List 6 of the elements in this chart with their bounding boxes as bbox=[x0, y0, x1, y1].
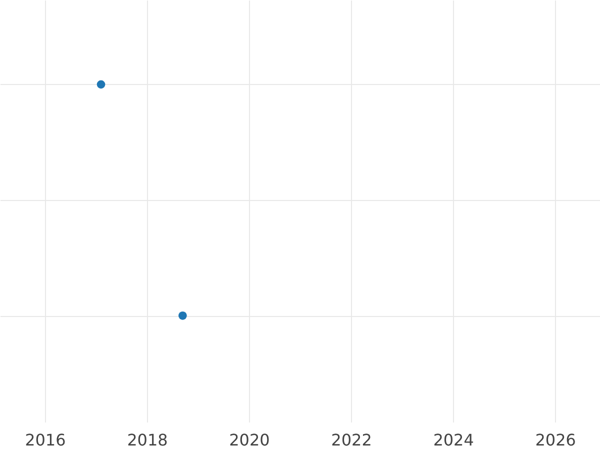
x-tick-label: 2026 bbox=[535, 430, 576, 450]
x-tick-label: 2018 bbox=[127, 430, 168, 450]
x-tick-label: 2022 bbox=[331, 430, 372, 450]
x-tick-label: 2020 bbox=[229, 430, 270, 450]
x-tick-label: 2024 bbox=[433, 430, 474, 450]
x-tick-label: 2016 bbox=[25, 430, 66, 450]
